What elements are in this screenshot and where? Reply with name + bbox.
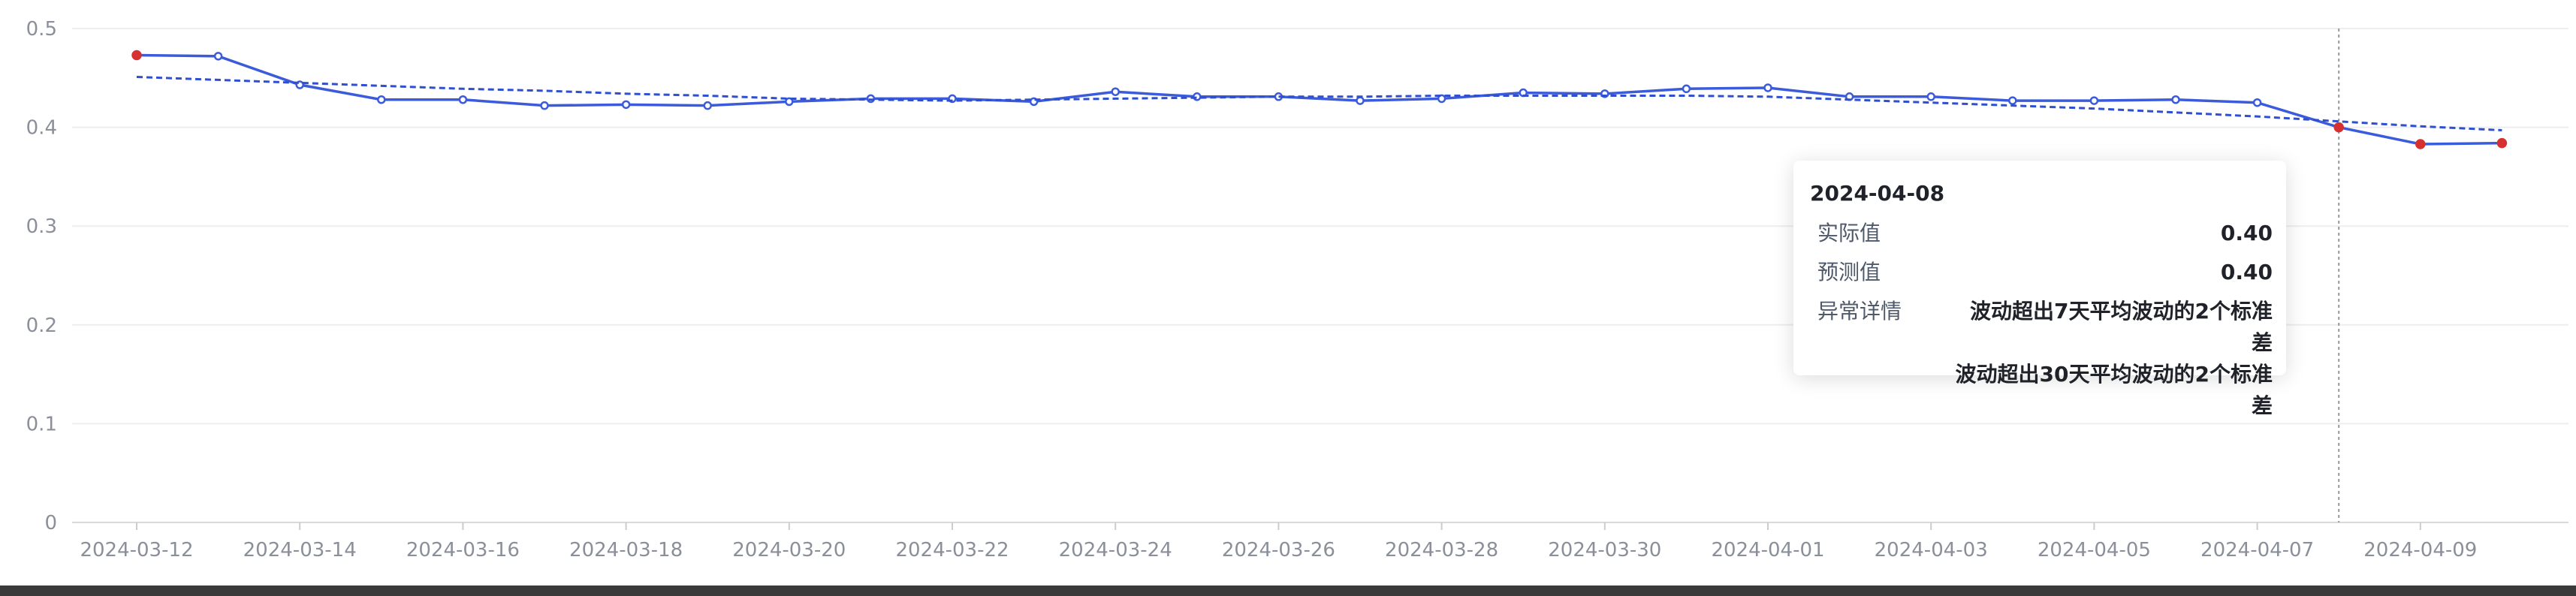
tooltip-anomaly-line-1: 波动超出7天平均波动的2个标准差: [1970, 299, 2273, 355]
predicted-line: [136, 75, 2502, 132]
y-tick-label: 0.1: [26, 413, 57, 435]
x-tick-label: 2024-03-24: [1059, 539, 1172, 561]
data-point: [1111, 87, 1120, 96]
data-point: [703, 101, 712, 110]
data-point: [1682, 84, 1691, 94]
x-tick-label: 2024-03-20: [732, 539, 846, 561]
tooltip-row-actual: 实际值 0.40: [1810, 218, 2273, 249]
x-tick-label: 2024-04-05: [2038, 539, 2151, 561]
x-tick-label: 2024-03-16: [406, 539, 520, 561]
y-tick-label: 0.5: [26, 18, 57, 41]
data-point: [1437, 94, 1446, 104]
data-point: [2252, 98, 2262, 107]
tooltip-anomaly-detail: 波动超出7天平均波动的2个标准差 波动超出30天平均波动的2个标准差: [1950, 296, 2273, 422]
x-tick-label: 2024-04-01: [1711, 539, 1824, 561]
tooltip-row-predicted: 预测值 0.40: [1810, 257, 2273, 288]
data-point: [377, 95, 386, 104]
data-point: [785, 97, 794, 107]
data-point: [1763, 83, 1772, 92]
data-point: [213, 52, 223, 61]
x-tick-label: 2024-04-03: [1875, 539, 1988, 561]
bottom-status-bar: [0, 585, 2576, 596]
tooltip-actual-value: 0.40: [2220, 221, 2273, 245]
tooltip-row-anomaly: 异常详情 波动超出7天平均波动的2个标准差 波动超出30天平均波动的2个标准差: [1810, 296, 2273, 422]
tooltip-predicted-value: 0.40: [2220, 260, 2273, 284]
data-point: [1926, 92, 1935, 101]
x-tick-label: 2024-03-26: [1222, 539, 1335, 561]
data-point: [2089, 96, 2099, 105]
x-tick-label: 2024-04-07: [2200, 539, 2314, 561]
data-point: [458, 95, 468, 104]
tooltip-date: 2024-04-08: [1810, 181, 1945, 206]
data-point: [1356, 96, 1365, 105]
tooltip-predicted-label: 预测值: [1817, 260, 1881, 284]
x-tick-label: 2024-03-18: [569, 539, 683, 561]
data-point: [540, 101, 549, 110]
data-point: [2008, 96, 2017, 105]
actual-line: [136, 53, 2502, 146]
anomaly-point: [2415, 139, 2426, 149]
data-point: [2171, 95, 2180, 104]
anomaly-point: [2496, 137, 2508, 149]
data-point: [621, 100, 631, 110]
x-tick-label: 2024-03-28: [1385, 539, 1498, 561]
y-tick-label: 0.3: [26, 215, 57, 238]
x-tick-label: 2024-03-30: [1548, 539, 1661, 561]
data-tooltip: 2024-04-08 实际值 0.40 预测值 0.40 异常详情 波动超出7天…: [1793, 161, 2286, 418]
tooltip-anomaly-label: 异常详情: [1817, 299, 1902, 324]
x-tick-label: 2024-03-12: [80, 539, 193, 561]
y-tick-label: 0.4: [26, 117, 57, 140]
x-tick-label: 2024-03-14: [243, 539, 357, 561]
x-tick-label: 2024-04-09: [2363, 539, 2477, 561]
anomaly-point: [2333, 122, 2344, 133]
tooltip-anomaly-line-2: 波动超出30天平均波动的2个标准差: [1955, 362, 2273, 418]
anomaly-point: [131, 50, 142, 61]
y-tick-label: 0.2: [26, 315, 57, 337]
tooltip-actual-label: 实际值: [1817, 221, 1881, 245]
x-tick-label: 2024-03-22: [895, 539, 1009, 561]
y-tick-label: 0: [44, 512, 57, 534]
